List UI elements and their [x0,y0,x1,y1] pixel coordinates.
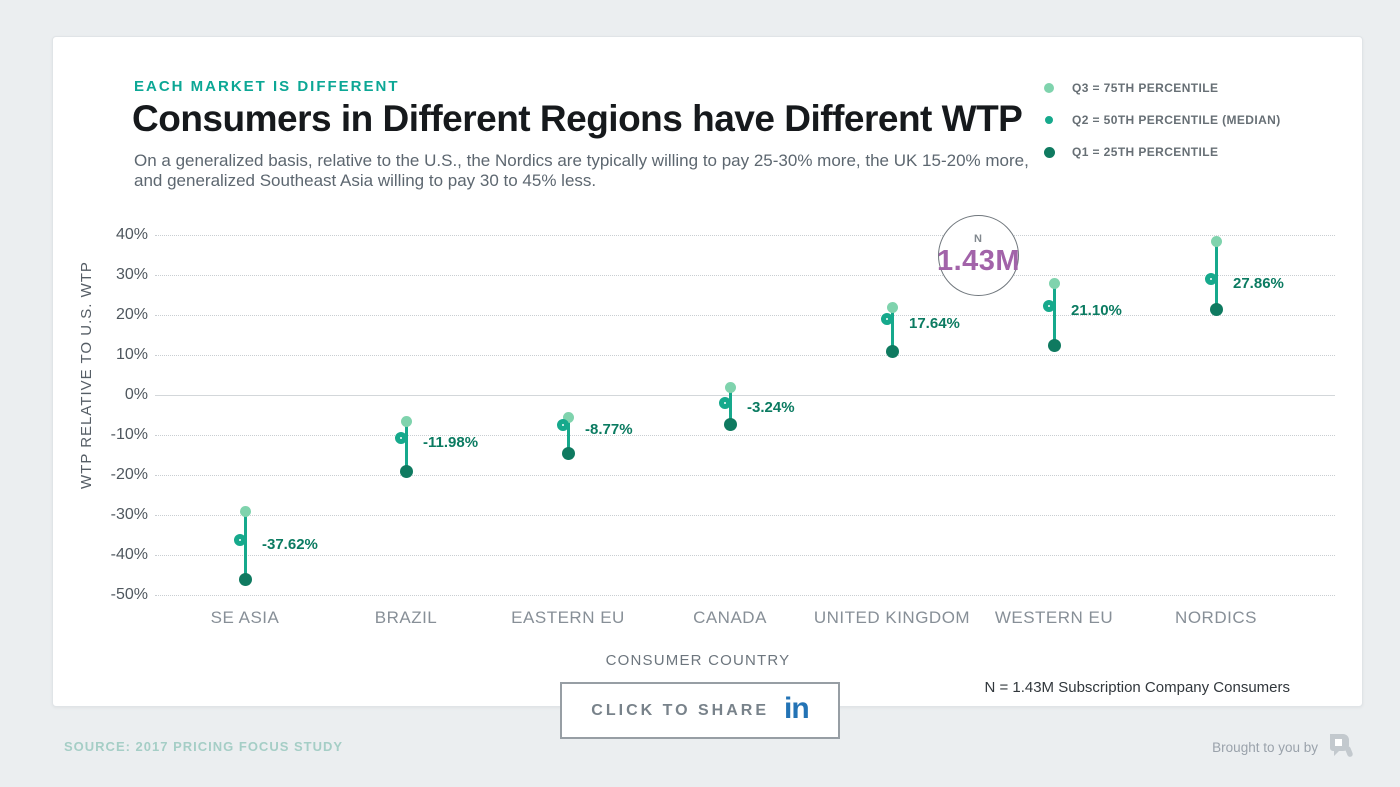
y-tick-label: -40% [110,546,148,563]
legend-label: Q3 = 75TH PERCENTILE [1072,81,1219,95]
q3-dot [1210,235,1222,247]
q2-median-marker [395,431,407,444]
q2-median-marker [234,534,246,547]
q1-dot [885,344,899,358]
median-value-label: 17.64% [909,315,960,333]
q2-median-marker [557,419,569,432]
brought-to-you-by: Brought to you by [1212,733,1354,762]
y-tick-label: 30% [115,266,148,283]
sample-size-value: 1.43M [936,245,1021,277]
legend-label: Q1 = 25TH PERCENTILE [1072,145,1219,159]
quartile-range-stem [566,417,570,453]
x-category-label: WESTERN EU [994,608,1114,627]
profitwell-logo-icon [1327,733,1354,762]
q3-dot [239,505,251,517]
q1-dot [1047,338,1061,352]
gridline [155,435,1335,436]
zero-gridline [155,395,1335,396]
quartile-range-stem [1052,283,1056,346]
gridline [155,355,1335,356]
q1-dot-icon [1040,146,1058,158]
subtitle: On a generalized basis, relative to the … [134,151,1044,190]
q1-dot [399,464,413,478]
median-value-label: 27.86% [1233,274,1284,292]
subtitle-line-2: and generalized Southeast Asia willing t… [134,170,597,190]
sample-note: N = 1.43M Subscription Company Consumers [984,679,1290,696]
q2-median-marker [1205,272,1217,285]
legend-item-q1: Q1 = 25TH PERCENTILE [1040,144,1281,160]
q3-dot [562,411,574,423]
y-tick-label: 40% [115,226,148,243]
quartile-range-stem [890,307,894,351]
kicker: EACH MARKET IS DIFFERENT [134,78,400,95]
q3-dot [886,301,898,313]
y-tick-label: -50% [110,586,148,603]
q2-median-marker [1043,299,1055,312]
x-category-label: NORDICS [1175,608,1257,627]
x-category-label: CANADA [693,608,767,627]
y-tick-label: -30% [110,506,148,523]
brought-to-you-by-label: Brought to you by [1212,740,1318,755]
gridline [155,315,1335,316]
linkedin-icon: in [784,691,810,725]
quartile-range-stem [404,421,408,471]
y-tick-label: 10% [115,346,148,363]
y-tick-label: 20% [115,306,148,323]
sample-size-label: N [974,233,983,245]
legend-item-q2: Q2 = 50TH PERCENTILE (MEDIAN) [1040,112,1281,128]
q1-dot [561,446,575,460]
median-value-label: -11.98% [423,433,479,451]
q3-dot [400,415,412,427]
median-value-label: -8.77% [585,421,633,439]
sample-size-badge: N 1.43M [936,215,1021,296]
median-value-label: 21.10% [1071,301,1122,319]
source-note: SOURCE: 2017 PRICING FOCUS STUDY [64,739,344,754]
gridline [155,595,1335,596]
gridline [155,235,1335,236]
median-value-label: -3.24% [747,398,795,416]
subtitle-line-1: On a generalized basis, relative to the … [134,151,1029,170]
y-tick-label: -10% [110,426,148,443]
q2-median-marker [719,396,731,409]
x-axis-title: CONSUMER COUNTRY [605,652,791,669]
y-tick-label: 0% [124,386,148,403]
q3-dot-icon [1040,83,1058,93]
gridline [155,275,1335,276]
x-category-label: BRAZIL [374,608,438,627]
legend-item-q3: Q3 = 75TH PERCENTILE [1040,80,1281,96]
q1-dot [238,572,252,586]
x-category-label: SE ASIA [210,608,280,627]
share-button-label: CLICK TO SHARE [591,701,770,719]
gridline [155,555,1335,556]
q1-dot [1209,302,1223,316]
median-value-label: -37.62% [262,536,318,554]
share-button[interactable]: CLICK TO SHARE in [560,682,840,739]
q2-ring-icon [1040,116,1058,124]
x-category-label: UNITED KINGDOM [813,608,971,627]
x-category-label: EASTERN EU [511,608,625,627]
legend-label: Q2 = 50TH PERCENTILE (MEDIAN) [1072,113,1281,127]
chart-legend: Q3 = 75TH PERCENTILE Q2 = 50TH PERCENTIL… [1040,80,1281,176]
q3-dot [724,381,736,393]
gridline [155,515,1335,516]
q1-dot [723,417,737,431]
quartile-range-stem [243,511,247,579]
q2-median-marker [881,313,893,326]
page-title: Consumers in Different Regions have Diff… [132,98,1023,139]
gridline [155,475,1335,476]
y-tick-label: -20% [110,466,148,483]
q3-dot [1048,277,1060,289]
